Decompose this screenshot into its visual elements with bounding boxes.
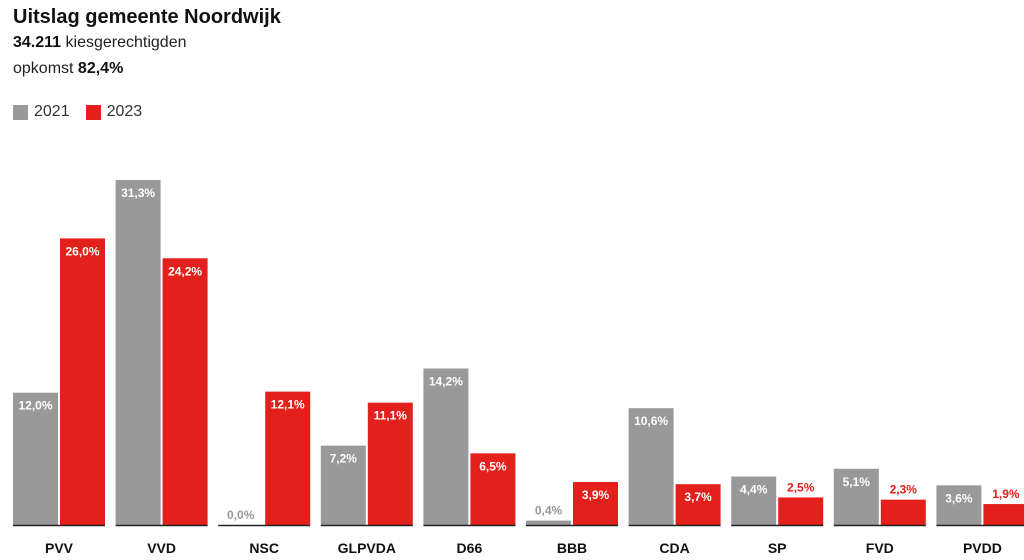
- bar-pvv-2021: [13, 392, 58, 525]
- data-label-glpvda-2023: 11,1%: [374, 409, 408, 423]
- bar-fvd-2021: [833, 468, 879, 525]
- bar-sp-2021: [731, 476, 777, 525]
- data-label-d66-2021: 14,2%: [429, 374, 463, 388]
- data-label-pvv-2023: 26,0%: [65, 244, 99, 258]
- data-label-glpvda-2021: 7,2%: [330, 452, 358, 466]
- data-label-fvd-2021: 5,1%: [843, 475, 871, 489]
- bar-d66-2021: [423, 368, 469, 525]
- category-label-vvd: VVD: [147, 540, 176, 556]
- data-label-fvd-2023: 2,3%: [890, 483, 918, 497]
- voters-line: 34.211 kiesgerechtigden: [13, 34, 186, 52]
- bar-cda-2021: [628, 408, 674, 525]
- bar-sp-2023: [778, 497, 824, 525]
- voters-label: kiesgerechtigden: [65, 34, 187, 51]
- bar-cda-2023: [675, 484, 721, 525]
- category-label-bbb: BBB: [557, 540, 587, 556]
- data-label-cda-2021: 10,6%: [634, 414, 668, 428]
- category-label-cda: CDA: [659, 540, 689, 556]
- turnout-label: opkomst: [13, 60, 74, 77]
- legend-item-2021: 2021: [13, 103, 70, 121]
- legend-swatch-2021: [13, 104, 28, 120]
- legend: 2021 2023: [13, 103, 158, 121]
- category-label-pvv: PVV: [45, 540, 74, 556]
- data-label-bbb-2021: 0,4%: [535, 504, 563, 518]
- data-label-cda-2023: 3,7%: [684, 490, 712, 504]
- legend-label-2021: 2021: [34, 103, 70, 120]
- legend-label-2023: 2023: [106, 103, 143, 120]
- category-label-sp: SP: [768, 540, 787, 556]
- bar-bbb-2023: [573, 482, 618, 525]
- bar-bbb-2021: [526, 520, 571, 525]
- bar-pvdd-2023: [983, 504, 1024, 525]
- data-label-pvdd-2023: 1,9%: [992, 487, 1020, 501]
- category-label-pvdd: PVDD: [963, 540, 1002, 556]
- voters-count: 34.211: [13, 34, 62, 51]
- category-label-fvd: FVD: [866, 540, 894, 556]
- data-label-pvv-2021: 12,0%: [18, 399, 52, 413]
- turnout-value: 82,4%: [77, 60, 124, 77]
- bar-pvdd-2021: [936, 485, 982, 525]
- bar-d66-2023: [470, 453, 516, 525]
- data-label-d66-2023: 6,5%: [479, 459, 507, 473]
- chart-title: Uitslag gemeente Noordwijk: [13, 6, 281, 28]
- bar-vvd-2021: [115, 180, 161, 525]
- data-label-vvd-2023: 24,2%: [168, 264, 202, 278]
- turnout-line: opkomst 82,4%: [13, 60, 123, 78]
- legend-swatch-2023: [85, 104, 101, 120]
- data-label-nsc-2023: 12,1%: [271, 398, 305, 412]
- category-label-nsc: NSC: [249, 540, 279, 556]
- data-label-pvdd-2021: 3,6%: [945, 491, 973, 505]
- data-label-sp-2023: 2,5%: [787, 480, 815, 494]
- data-label-vvd-2021: 31,3%: [121, 186, 155, 200]
- category-label-d66: D66: [457, 540, 483, 556]
- bar-vvd-2023: [162, 258, 208, 525]
- data-label-bbb-2023: 3,9%: [582, 488, 610, 502]
- bar-fvd-2023: [880, 499, 926, 525]
- category-label-glpvda: GLPVDA: [338, 540, 396, 556]
- legend-item-2023: 2023: [85, 103, 143, 121]
- bar-nsc-2023: [265, 391, 311, 525]
- bar-pvv-2023: [60, 238, 105, 526]
- bar-glpvda-2021: [320, 445, 366, 525]
- bar-glpvda-2023: [367, 402, 413, 525]
- data-label-nsc-2021: 0,0%: [227, 508, 255, 522]
- data-label-sp-2021: 4,4%: [740, 483, 768, 497]
